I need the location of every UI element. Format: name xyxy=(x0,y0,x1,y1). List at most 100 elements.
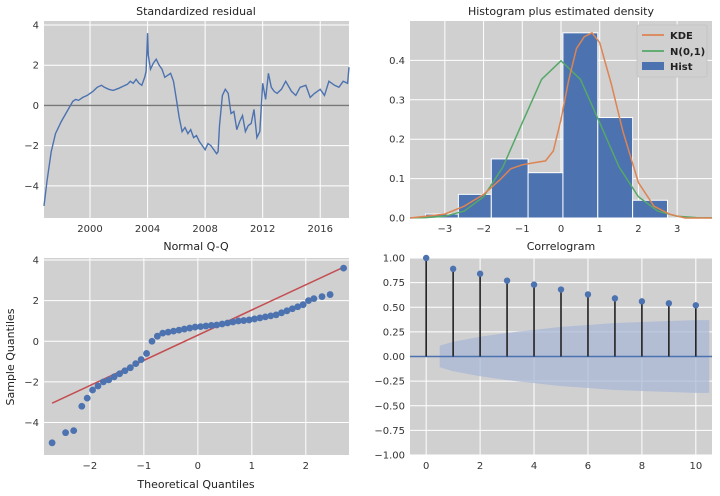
histogram-bar xyxy=(562,32,599,219)
qq-y-tick-label: 2 xyxy=(33,296,39,307)
qq-point xyxy=(251,315,258,323)
qq-points xyxy=(48,264,348,447)
qq-point xyxy=(170,327,177,335)
qq-point xyxy=(110,373,118,381)
residual-x-tick-label: 2012 xyxy=(250,224,275,235)
histogram-x-tick-label: 2 xyxy=(635,224,641,235)
qq-y-tick-label: 0 xyxy=(33,337,39,348)
qq-point xyxy=(70,427,78,435)
correlogram-panel: Correlogram 0 2 4 6 8 10 −1.00 −0.75 −0.50 −0.25… xyxy=(374,240,712,472)
qq-point xyxy=(288,305,296,313)
acf-marker xyxy=(692,302,700,309)
histogram-x-tick-label: 0 xyxy=(558,224,564,235)
correlogram-x-tick-label: 10 xyxy=(689,461,702,472)
acf-marker xyxy=(503,277,511,284)
qq-y-label: Sample Quantiles xyxy=(4,308,17,405)
correlogram-x-tick-label: 4 xyxy=(531,461,537,472)
correlogram-x-ticks: 0 2 4 6 8 10 xyxy=(423,461,702,472)
histogram-y-tick-label: 0.4 xyxy=(389,56,405,67)
acf-marker xyxy=(557,286,565,293)
qq-point xyxy=(132,360,140,368)
qq-point xyxy=(283,307,291,315)
qq-point xyxy=(318,293,326,300)
qq-y-tick-label: −2 xyxy=(24,377,39,388)
legend-kde-label: KDE xyxy=(670,31,693,42)
correlogram-y-ticks: −1.00 −0.75 −0.50 −0.25 0.00 0.25 0.50 0.75 1.00 xyxy=(374,254,405,462)
correlogram-x-tick-label: 8 xyxy=(639,461,645,472)
qq-y-tick-label: 4 xyxy=(33,256,39,267)
qq-point xyxy=(256,314,264,322)
correlogram-y-tick-label: −0.75 xyxy=(374,426,405,437)
qq-point xyxy=(305,297,312,305)
qq-y-tick-label: −4 xyxy=(24,418,39,429)
correlogram-y-tick-label: −1.00 xyxy=(374,451,405,462)
qq-point xyxy=(326,291,334,298)
residual-x-ticks: 2000 2004 2008 2012 2016 xyxy=(77,224,333,235)
legend-hist-label: Hist xyxy=(670,62,693,73)
histogram-legend: KDE N(0,1) Hist xyxy=(636,24,708,78)
qq-point xyxy=(164,328,172,336)
qq-x-tick-label: 0 xyxy=(195,461,201,472)
histogram-x-tick-label: 3 xyxy=(674,224,680,235)
qq-point xyxy=(126,364,134,372)
qq-point xyxy=(78,402,86,410)
acf-marker xyxy=(476,270,484,277)
histogram-y-ticks: 0.0 0.1 0.2 0.3 0.4 xyxy=(389,56,405,225)
qq-point xyxy=(240,317,248,324)
qq-point xyxy=(340,264,348,272)
residual-series-line xyxy=(43,33,350,206)
acf-stems xyxy=(422,254,700,357)
qq-point xyxy=(299,301,307,309)
qq-point xyxy=(213,321,221,329)
residual-y-tick-label: 4 xyxy=(33,21,39,32)
residual-plot-area xyxy=(44,21,349,218)
qq-grid xyxy=(44,258,349,455)
histogram-y-tick-label: 0.1 xyxy=(389,174,405,185)
correlogram-y-tick-label: 0.75 xyxy=(383,278,405,289)
histogram-x-tick-label: −1 xyxy=(515,224,530,235)
qq-x-tick-label: −2 xyxy=(83,461,98,472)
qq-point xyxy=(48,439,56,447)
acf-marker xyxy=(449,265,457,273)
legend-hist-swatch xyxy=(642,62,664,70)
qq-x-ticks: −2 −1 0 1 2 xyxy=(83,461,309,472)
histogram-x-tick-label: −2 xyxy=(476,224,491,235)
residual-y-tick-label: −4 xyxy=(24,181,39,192)
qq-y-ticks: −4 −2 0 2 4 xyxy=(24,256,39,429)
residual-title: Standardized residual xyxy=(136,5,256,18)
qq-point xyxy=(83,394,91,402)
histogram-bar xyxy=(527,172,564,219)
residual-x-tick-label: 2008 xyxy=(192,224,217,235)
qq-point xyxy=(278,309,285,317)
correlogram-y-tick-label: 0.00 xyxy=(383,352,405,363)
histogram-title: Histogram plus estimated density xyxy=(468,5,655,18)
qq-point xyxy=(218,320,226,328)
acf-marker xyxy=(422,254,430,262)
qq-point xyxy=(94,382,102,390)
qq-point xyxy=(294,303,302,311)
residual-y-ticks: −4 −2 0 2 4 xyxy=(24,21,39,193)
correlogram-y-tick-label: 0.25 xyxy=(383,327,405,338)
acf-marker xyxy=(665,300,673,307)
legend-normal-label: N(0,1) xyxy=(670,47,705,58)
qq-point xyxy=(116,370,123,378)
correlogram-y-tick-label: 0.50 xyxy=(383,303,405,314)
qq-title: Normal Q-Q xyxy=(163,240,229,253)
qq-point xyxy=(267,312,275,320)
qq-point xyxy=(105,376,113,384)
kde-line xyxy=(409,31,712,219)
correlogram-y-tick-label: 1.00 xyxy=(383,254,405,265)
correlogram-x-tick-label: 6 xyxy=(585,461,591,472)
qq-point xyxy=(191,323,199,331)
acf-marker xyxy=(530,281,538,288)
qq-point xyxy=(148,337,156,345)
acf-marker xyxy=(638,298,646,305)
correlogram-x-tick-label: 2 xyxy=(477,461,483,472)
qq-point xyxy=(234,317,242,325)
residual-y-tick-label: 2 xyxy=(33,61,39,72)
qq-point xyxy=(186,324,194,332)
histogram-x-tick-label: −3 xyxy=(437,224,452,235)
qq-point xyxy=(207,322,215,329)
qq-point xyxy=(245,316,253,324)
